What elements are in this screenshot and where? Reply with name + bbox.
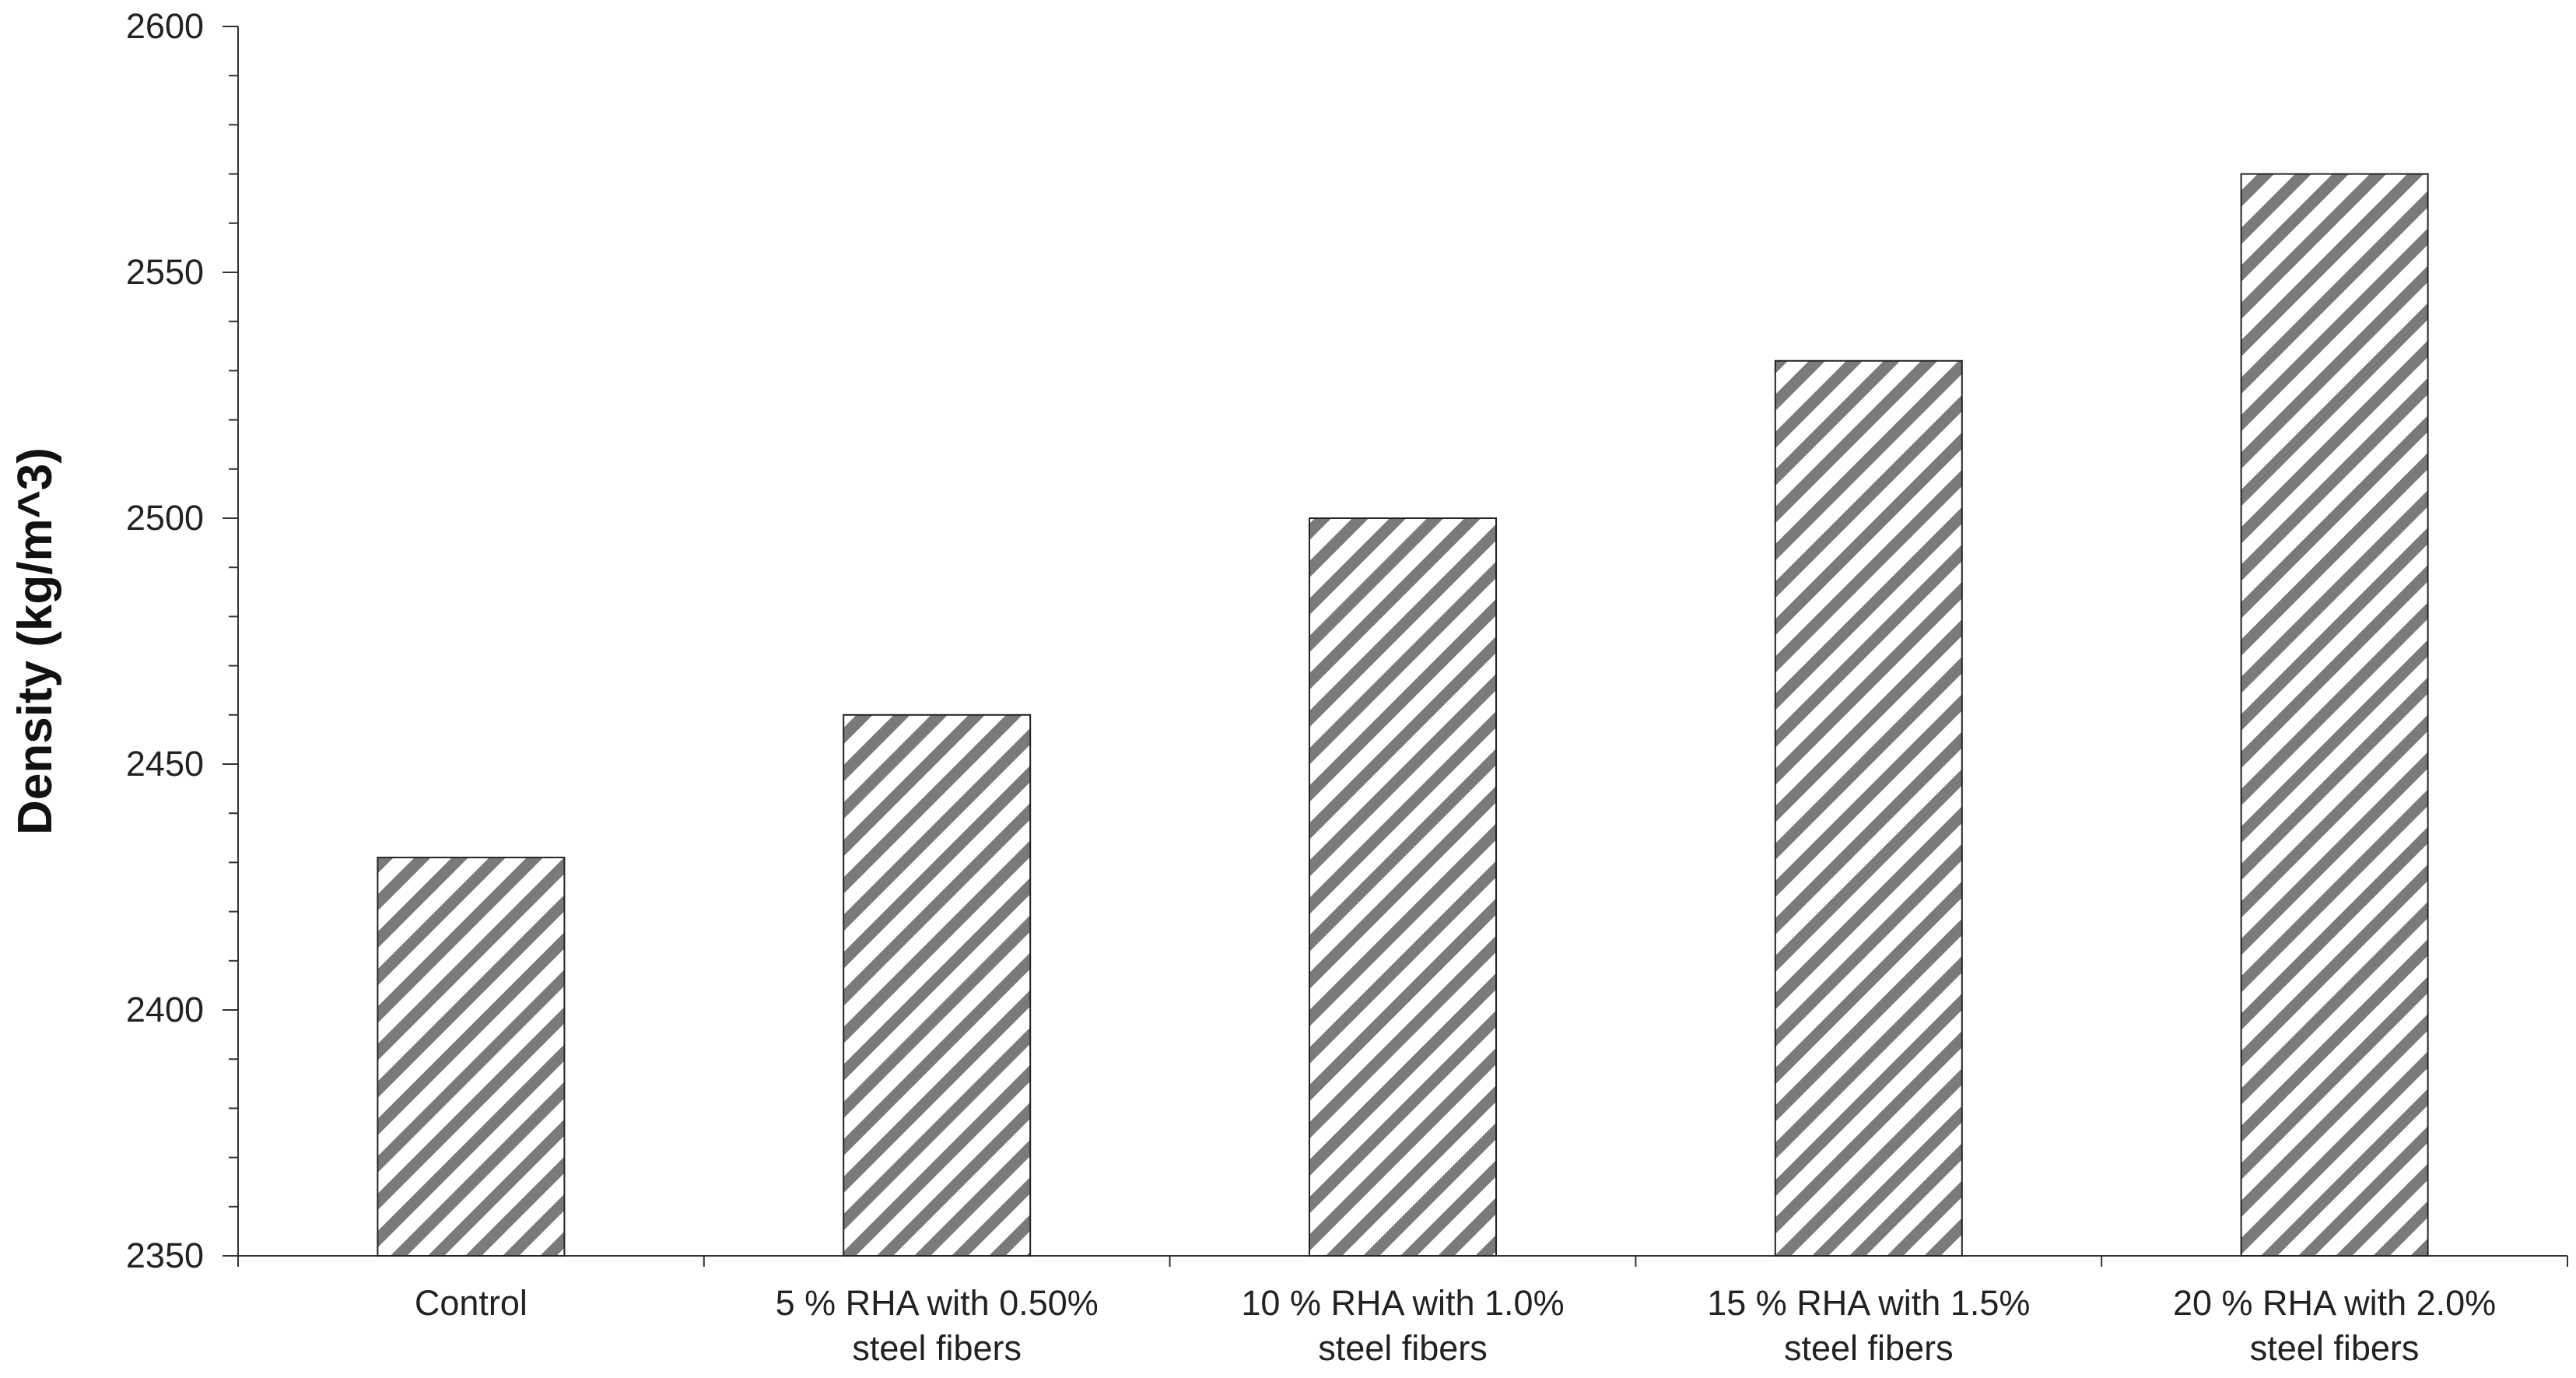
x-category-label: 20 % RHA with 2.0% [2173,1283,2496,1323]
bar [843,714,1032,1257]
x-category-label: steel fibers [1318,1328,1488,1368]
x-category-label: Control [415,1283,527,1323]
bar [2240,173,2429,1257]
x-category-label: 15 % RHA with 1.5% [1707,1283,2030,1323]
bar [1774,359,1963,1257]
y-tick-label: 2550 [126,252,204,292]
y-tick-label: 2400 [126,990,204,1029]
y-tick-label: 2350 [126,1236,204,1275]
x-category-label: 5 % RHA with 0.50% [776,1283,1099,1323]
bar [1309,517,1497,1257]
bar [377,857,566,1257]
y-axis-label: Density (kg/m^3) [9,447,62,835]
y-tick-label: 2600 [126,6,204,46]
x-category-label: steel fibers [1784,1328,1954,1368]
y-tick-label: 2450 [126,744,204,784]
labels: 2350 2400 2450 2500 2550 2600 Control 5 % RHA w… [126,6,2496,1368]
x-category-label: steel fibers [2250,1328,2420,1368]
x-category-label: steel fibers [852,1328,1022,1368]
x-category-label: 10 % RHA with 1.0% [1241,1283,1564,1323]
y-tick-label: 2500 [126,498,204,538]
bars [377,173,2429,1257]
